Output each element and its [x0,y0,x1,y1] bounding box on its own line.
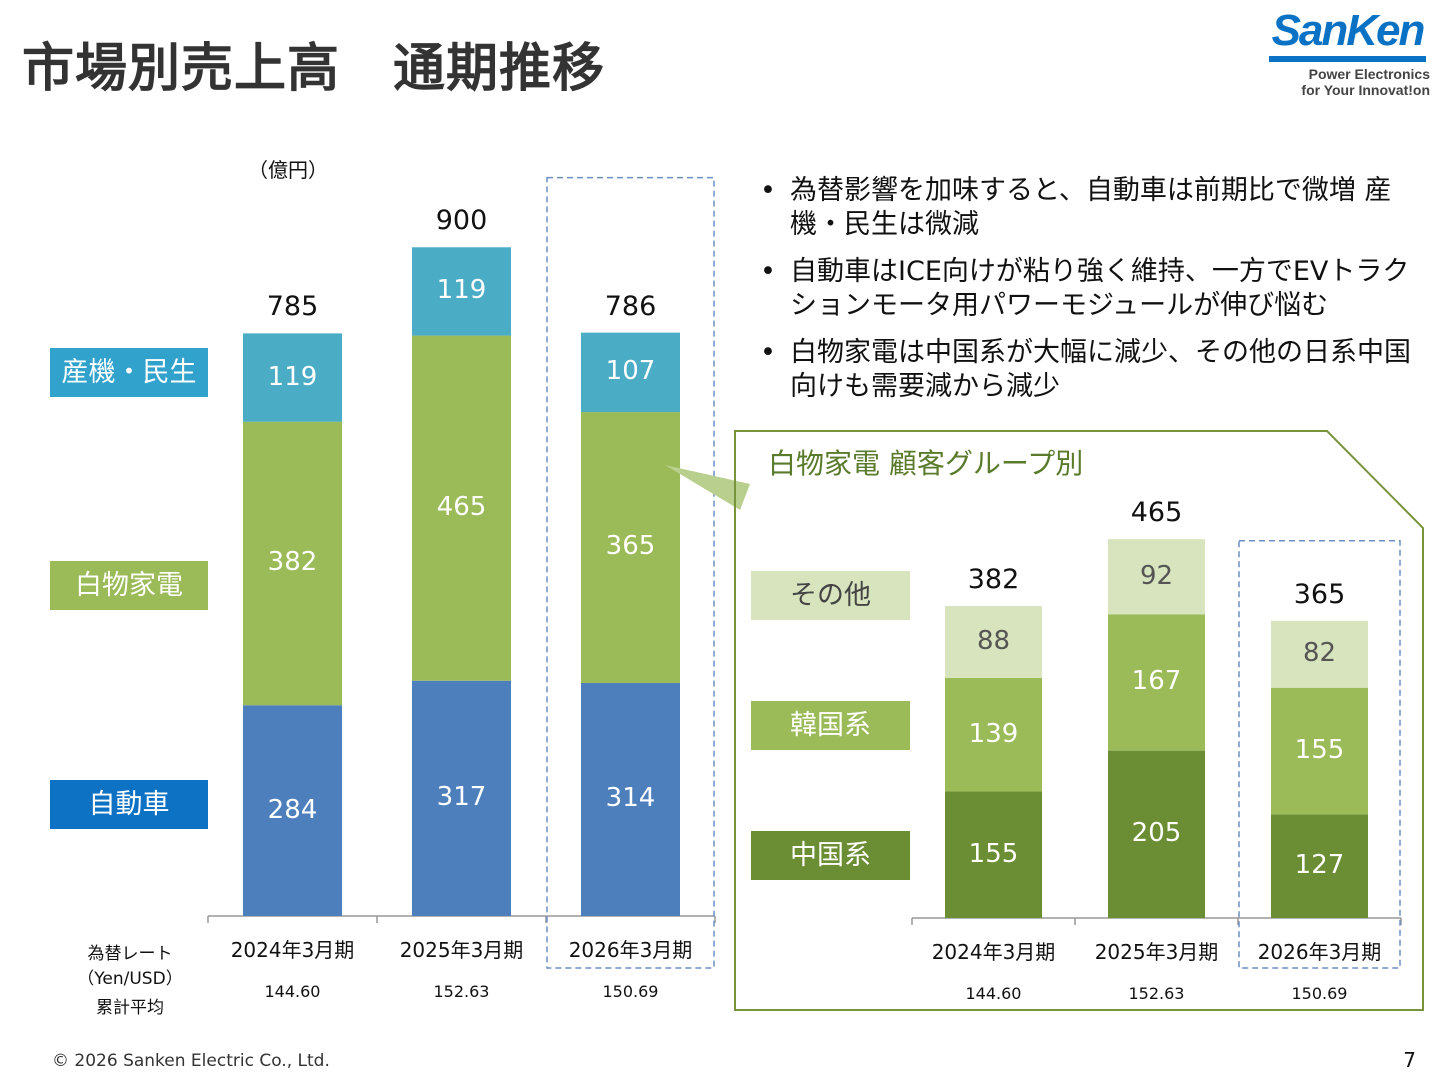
bar-value-label: 119 [267,361,318,392]
bar-segment-1 [945,791,1042,918]
right-chart-title: 白物家電 顧客グループ別 [768,447,1084,480]
x-tick-label: 2025年3月期 [1094,940,1219,964]
bar-segment-1 [1271,814,1368,918]
x-tick-label: 2026年3月期 [1257,940,1382,964]
legend-item: 中国系 [751,831,910,880]
rate-label-3: 累計平均 [96,998,164,1018]
exchange-rate-value: 150.69 [1291,984,1348,1003]
bar-value-label: 119 [436,275,487,306]
bar-value-label: 127 [1294,850,1345,881]
logo-wordmark: SanKen [1271,6,1426,55]
exchange-rate-value: 144.60 [965,984,1022,1003]
bullet-item: 為替影響を加味すると、自動車は前期比で微増 産機・民生は微減 [760,174,1420,242]
x-tick-label: 2026年3月期 [568,938,693,962]
page-number: 7 [1403,1048,1416,1072]
bar-value-label: 365 [605,531,656,562]
bar-value-label: 284 [267,794,318,825]
legend-item: 白物家電 [50,561,208,610]
panel-border [734,430,1424,1011]
legend-item: 産機・民生 [50,348,208,397]
bar-segment-3 [1271,620,1368,688]
logo-underline [1269,56,1426,62]
highlight-box [546,176,715,969]
x-tick-label: 2024年3月期 [931,940,1056,964]
logo-tagline-1: Power Electronics [1308,66,1430,82]
bar-total-label: 785 [266,291,319,323]
legend-item: 自動車 [50,780,208,829]
page-title: 市場別売上高 通期推移 [22,39,606,99]
bar-total-label: 465 [1130,497,1183,529]
bar-total-label: 365 [1293,578,1346,610]
bar-value-label: 88 [976,626,1011,657]
bar-segment-2 [1108,614,1205,751]
bar-total-label: 786 [604,290,657,322]
bullet-list: 為替影響を加味すると、自動車は前期比で微増 産機・民生は微減 自動車はICE向け… [760,174,1420,417]
bar-value-label: 92 [1139,560,1174,591]
bar-segment-1 [243,705,342,916]
bar-segment-1 [1108,750,1205,918]
highlight-box [1238,540,1401,969]
exchange-rate-value: 152.63 [1128,984,1185,1003]
bar-value-label: 155 [1294,735,1345,766]
bullet-item: 自動車はICE向けが粘り強く維持、一方でEVトラクションモータ用パワーモジュール… [760,255,1420,323]
breakout-arrow [665,465,750,510]
bullet-item: 白物家電は中国系が大幅に減少、その他の日系中国向けも需要減から減少 [760,336,1420,404]
bar-segment-2 [412,335,511,681]
bar-value-label: 107 [605,356,656,387]
x-tick-label: 2024年3月期 [230,938,355,962]
bar-segment-3 [581,332,680,413]
rate-label-1: 為替レート [87,944,173,964]
bar-value-label: 155 [968,838,1019,869]
bar-segment-1 [581,682,680,916]
exchange-rate-value: 150.69 [602,982,659,1001]
bar-segment-3 [412,247,511,336]
unit-label: （億円） [248,158,328,182]
bar-segment-2 [945,677,1042,792]
bar-value-label: 382 [267,547,318,578]
exchange-rate-value: 144.60 [264,982,321,1001]
bar-value-label: 167 [1131,666,1182,697]
bar-value-label: 205 [1131,818,1182,849]
bar-total-label: 900 [435,205,488,237]
bar-segment-3 [243,333,342,422]
exchange-rate-value: 152.63 [433,982,490,1001]
logo-tagline-2: for Your Innovat!on [1301,82,1430,98]
rate-label-2: （Yen/USD） [77,969,183,989]
bar-segment-1 [412,680,511,916]
legend-item: その他 [751,571,910,620]
copyright: © 2026 Sanken Electric Co., Ltd. [52,1051,330,1071]
bar-value-label: 82 [1302,638,1337,669]
bar-value-label: 317 [436,782,487,813]
legend-item: 韓国系 [751,701,910,750]
bar-segment-2 [581,412,680,683]
x-tick-label: 2025年3月期 [399,938,524,962]
bar-segment-2 [1271,687,1368,815]
bar-value-label: 139 [968,718,1019,749]
bar-value-label: 465 [436,492,487,523]
bar-segment-3 [945,606,1042,678]
bar-value-label: 314 [605,783,656,814]
bar-total-label: 382 [967,564,1020,596]
sanken-logo: SanKen Power Electronics for Your Innova… [1265,6,1430,98]
bar-segment-3 [1108,539,1205,615]
bar-segment-2 [243,421,342,706]
